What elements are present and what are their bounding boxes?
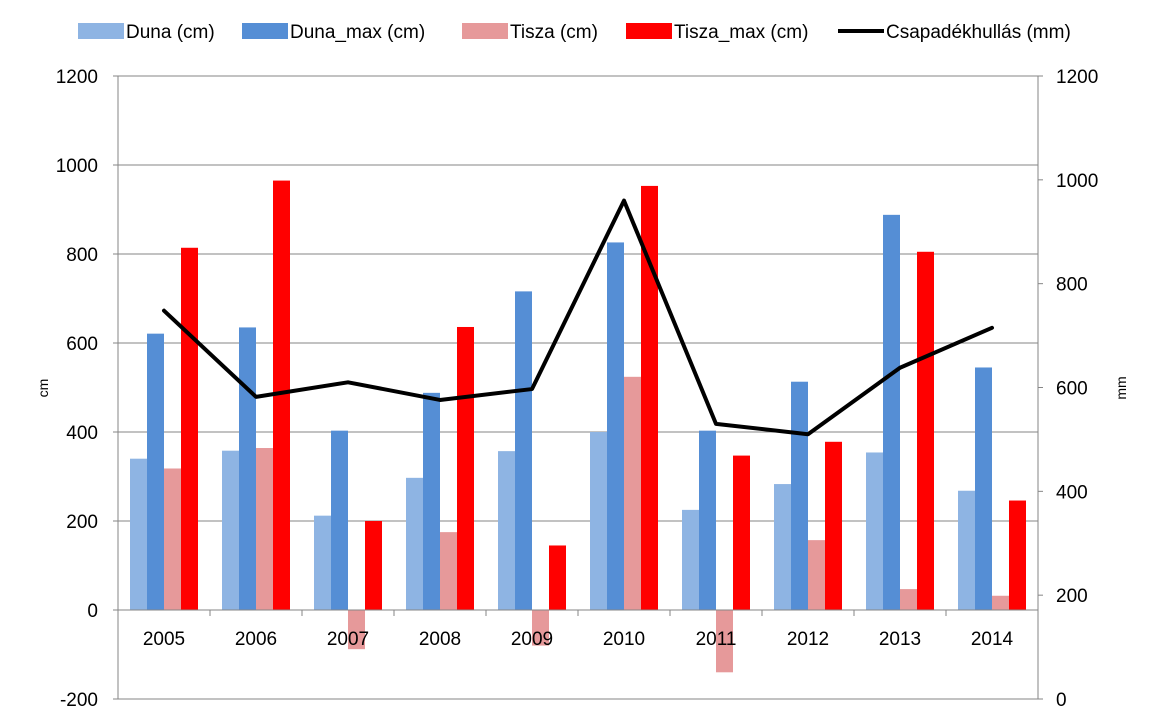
legend-item: Tisza (cm) bbox=[462, 22, 598, 43]
legend-label: Tisza_max (cm) bbox=[674, 22, 808, 43]
right-axis-ticks: 0 200 400 600 800 1000 1200 bbox=[1056, 67, 1098, 711]
bar-duna-cm-2007 bbox=[314, 515, 331, 610]
right-tick-label: 1200 bbox=[1056, 67, 1098, 88]
legend: Duna (cm) Duna_max (cm) Tisza (cm) Tisza_ma… bbox=[78, 22, 1071, 43]
bar-duna-max-cm-2007 bbox=[331, 430, 348, 610]
bar-duna-max-cm-2006 bbox=[239, 327, 256, 610]
category-label: 2009 bbox=[511, 629, 553, 650]
legend-swatch bbox=[626, 23, 672, 39]
legend-item: Duna (cm) bbox=[78, 22, 215, 43]
line-series bbox=[162, 198, 994, 437]
legend-label: Tisza (cm) bbox=[510, 22, 598, 43]
legend-label: Duna (cm) bbox=[126, 22, 215, 43]
left-tick-label: 200 bbox=[66, 512, 98, 533]
left-tick-label: 1200 bbox=[56, 67, 98, 88]
bar-duna-cm-2010 bbox=[590, 432, 607, 610]
left-tick-label: 0 bbox=[87, 601, 98, 622]
bar-duna-max-cm-2008 bbox=[423, 392, 440, 610]
right-tick-label: 0 bbox=[1056, 690, 1067, 711]
category-label: 2011 bbox=[696, 629, 737, 650]
legend-swatch bbox=[462, 23, 508, 39]
bar-duna-max-cm-2005 bbox=[147, 333, 164, 610]
bar-tisza-cm-2008 bbox=[440, 532, 457, 610]
category-label: 2007 bbox=[327, 629, 369, 650]
bar-tisza-cm-2007 bbox=[348, 610, 365, 650]
left-tick-label: -200 bbox=[60, 690, 98, 711]
left-tick-label: 800 bbox=[66, 245, 98, 266]
bar-duna-max-cm-2010 bbox=[607, 242, 624, 610]
right-tick-label: 600 bbox=[1056, 379, 1088, 400]
bar-duna-cm-2006 bbox=[222, 450, 239, 610]
bar-duna-cm-2013 bbox=[866, 452, 883, 610]
bar-tisza-max-cm-2011 bbox=[733, 455, 750, 610]
bar-duna-cm-2008 bbox=[406, 477, 423, 610]
bar-tisza-max-cm-2005 bbox=[181, 247, 198, 610]
bar-tisza-cm-2014 bbox=[992, 595, 1009, 610]
bar-series bbox=[130, 180, 1026, 673]
category-label: 2012 bbox=[787, 629, 829, 650]
right-axis-title: mm bbox=[1113, 376, 1129, 399]
bar-tisza-cm-2011 bbox=[716, 610, 733, 673]
bar-tisza-cm-2006 bbox=[256, 448, 273, 610]
bar-duna-cm-2005 bbox=[130, 458, 147, 610]
right-tick-label: 200 bbox=[1056, 586, 1088, 607]
bar-duna-cm-2012 bbox=[774, 484, 791, 610]
bar-duna-max-cm-2014 bbox=[975, 367, 992, 610]
bar-tisza-max-cm-2014 bbox=[1009, 500, 1026, 610]
legend-label: Duna_max (cm) bbox=[290, 22, 425, 43]
category-label: 2013 bbox=[879, 629, 921, 650]
line-csapadekhullas bbox=[162, 198, 994, 437]
bar-tisza-max-cm-2008 bbox=[457, 326, 474, 610]
bar-duna-cm-2009 bbox=[498, 451, 515, 610]
legend-item: Duna_max (cm) bbox=[242, 22, 425, 43]
left-axis-ticks: -200 0 200 400 600 800 1000 1200 bbox=[56, 67, 98, 711]
bar-tisza-cm-2012 bbox=[808, 540, 825, 610]
right-tick-label: 800 bbox=[1056, 275, 1088, 296]
bar-tisza-cm-2005 bbox=[164, 468, 181, 610]
bar-duna-max-cm-2013 bbox=[883, 214, 900, 610]
left-tick-label: 1000 bbox=[56, 156, 98, 177]
category-label: 2014 bbox=[971, 629, 1014, 650]
bar-tisza-max-cm-2013 bbox=[917, 251, 934, 610]
plot-frame bbox=[113, 75, 1043, 700]
legend-item: Csapadékhullás (mm) bbox=[838, 22, 1071, 43]
bar-tisza-cm-2009 bbox=[532, 610, 549, 646]
bar-duna-cm-2014 bbox=[958, 490, 975, 610]
bar-duna-max-cm-2009 bbox=[515, 291, 532, 610]
x-axis-ticks: 2005 2006 2007 2008 2009 2010 2011 2012 2013 2014 bbox=[143, 629, 1014, 650]
bar-tisza-max-cm-2006 bbox=[273, 180, 290, 610]
bar-tisza-cm-2010 bbox=[624, 376, 641, 610]
right-tick-label: 400 bbox=[1056, 482, 1088, 503]
legend-swatch bbox=[242, 23, 288, 39]
left-axis-title: cm bbox=[35, 379, 51, 398]
bar-tisza-max-cm-2010 bbox=[641, 185, 658, 611]
bar-duna-max-cm-2012 bbox=[791, 381, 808, 610]
legend-swatch bbox=[78, 23, 124, 39]
bar-tisza-max-cm-2009 bbox=[549, 545, 566, 610]
bar-tisza-max-cm-2007 bbox=[365, 521, 382, 610]
left-tick-label: 600 bbox=[66, 334, 98, 355]
category-label: 2006 bbox=[235, 629, 277, 650]
bar-tisza-cm-2013 bbox=[900, 589, 917, 610]
legend-label: Csapadékhullás (mm) bbox=[886, 22, 1071, 43]
bar-duna-cm-2011 bbox=[682, 509, 699, 610]
bar-duna-max-cm-2011 bbox=[699, 430, 716, 610]
bar-tisza-max-cm-2012 bbox=[825, 441, 842, 610]
left-tick-label: 400 bbox=[66, 423, 98, 444]
category-label: 2005 bbox=[143, 629, 185, 650]
category-label: 2010 bbox=[603, 629, 645, 650]
right-tick-label: 1000 bbox=[1056, 171, 1098, 192]
legend-item: Tisza_max (cm) bbox=[626, 22, 808, 43]
category-label: 2008 bbox=[419, 629, 461, 650]
